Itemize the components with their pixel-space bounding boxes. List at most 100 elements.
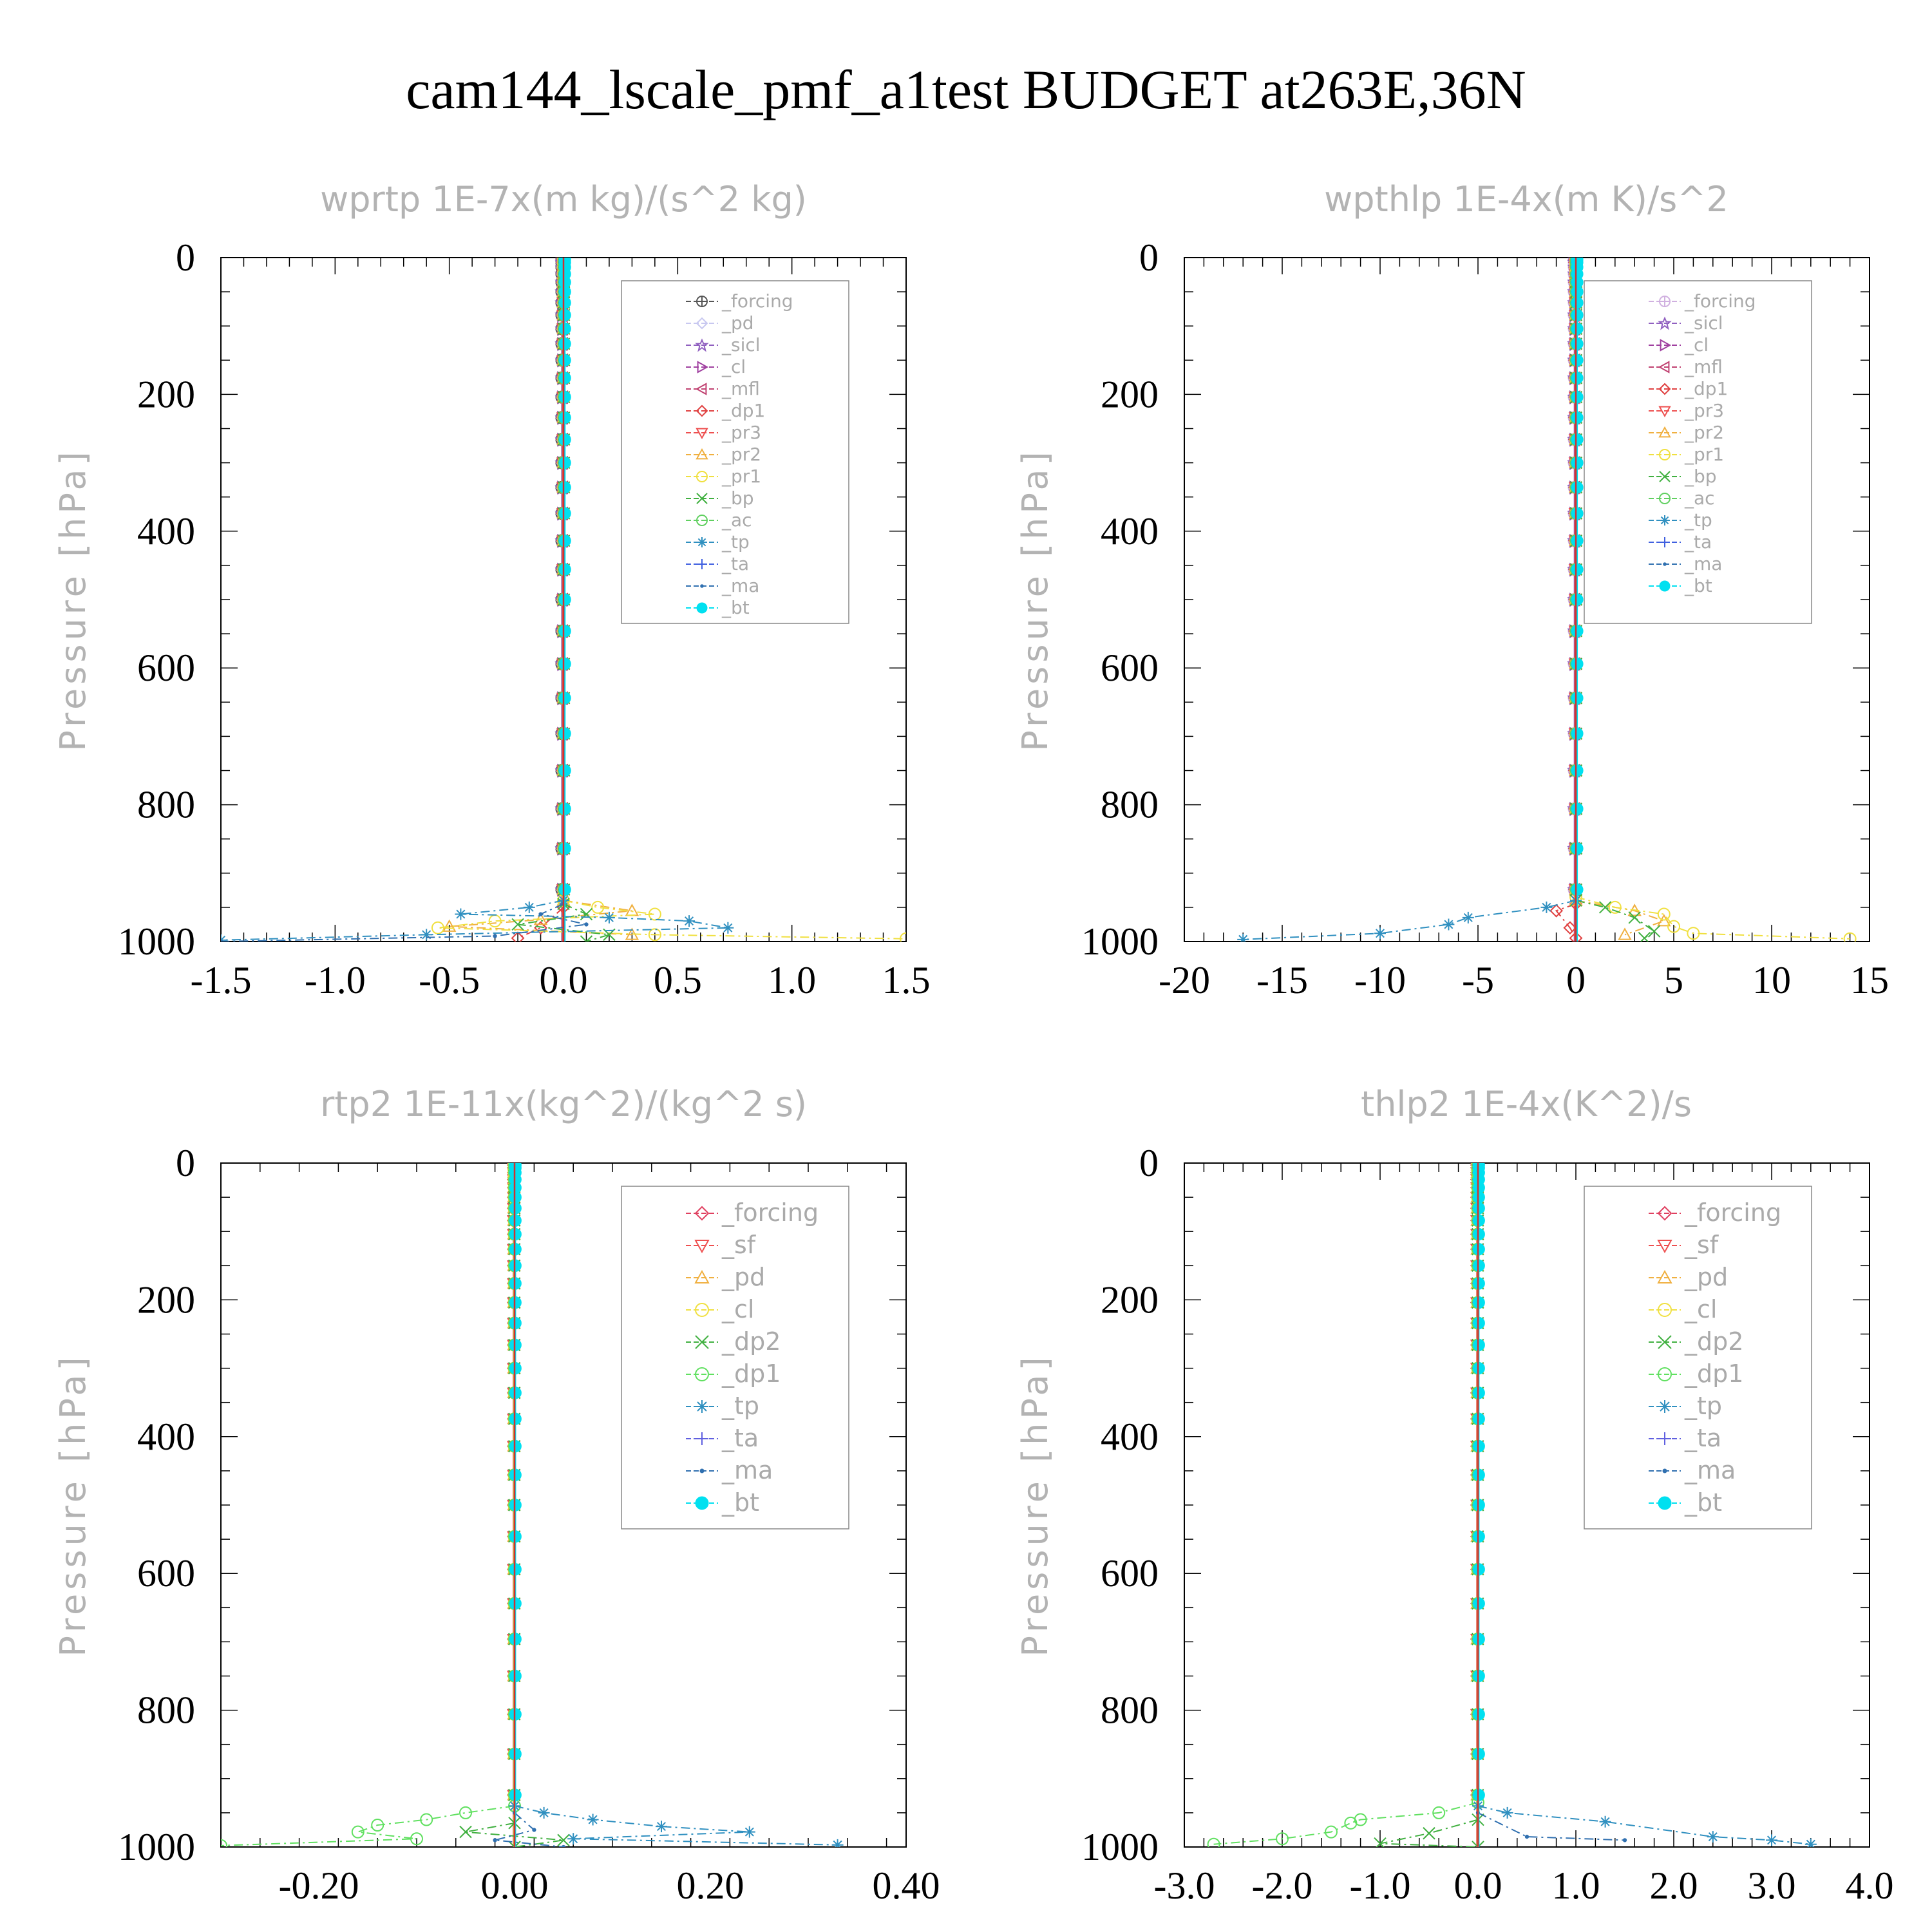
axis-ticks (1184, 1162, 1870, 1848)
legend-item-tp: _tp (686, 1392, 759, 1420)
y-tick-label: 0 (176, 1142, 195, 1184)
legend-item-dp1: _dp1 (1649, 378, 1728, 399)
y-tick-label: 1000 (1081, 920, 1159, 963)
legend-item-pr2: _pr2 (1649, 422, 1724, 443)
x-tick-label: 4.0 (1846, 1864, 1894, 1907)
legend-label: _ma (721, 1456, 773, 1484)
legend-item-dp1: _dp1 (1649, 1359, 1743, 1388)
legend-label: _cl (1684, 1295, 1717, 1323)
legend-label: _forcing (721, 290, 793, 312)
legend-label: _sicl (1684, 312, 1723, 334)
legend-item-cl: _cl (1649, 334, 1709, 355)
legend-label: _ma (1684, 553, 1722, 574)
x-tick-label: 1.0 (768, 959, 816, 1001)
legend-item-dp2: _dp2 (1649, 1327, 1743, 1356)
legend-item-pr2: _pr2 (686, 444, 761, 465)
legend-label: _ta (1684, 1424, 1721, 1452)
legend-label: _forcing (1684, 290, 1756, 312)
legend: _forcing_sicl_cl_mfl_dp1_pr3_pr2_pr1_bp_… (1584, 280, 1812, 624)
series-ma (221, 258, 589, 942)
x-tick-label: -1.5 (191, 959, 252, 1001)
y-tick-label: 0 (1139, 236, 1159, 279)
legend-label: _tp (721, 531, 750, 553)
legend-label: _ac (721, 509, 752, 531)
legend-item-ma: _ma (1649, 1456, 1736, 1484)
x-tick-label: 0.00 (481, 1864, 549, 1907)
y-axis-label: Pressure [hPa] (1015, 1353, 1056, 1656)
x-tick-label: 15 (1850, 959, 1889, 1001)
legend-item-sf: _sf (686, 1231, 757, 1259)
y-tick-label: 800 (137, 1689, 195, 1732)
y-tick-label: 800 (137, 784, 195, 826)
legend-item-sf: _sf (1649, 1231, 1719, 1259)
legend-item-bp: _bp (686, 488, 754, 509)
panel-4: thlp2 1E-4x(K^2)/s Pressure [hPa] -3.0 -2.0… (1015, 1084, 1894, 1907)
legend-item-ma: _ma (686, 1456, 773, 1484)
legend-label: _cl (1684, 334, 1709, 355)
x-tick-label: -2.0 (1252, 1864, 1313, 1907)
legend-label: _sicl (721, 334, 761, 355)
legend-item-dp1: _dp1 (686, 400, 765, 421)
legend-item-sicl: _sicl (1649, 312, 1723, 334)
legend-item-pr3: _pr3 (686, 422, 761, 443)
legend-label: _pr3 (721, 422, 761, 443)
x-tick-label: 0.0 (1454, 1864, 1502, 1907)
legend-label: _bt (721, 597, 750, 618)
x-tick-label: 0.20 (677, 1864, 744, 1907)
legend: _forcing_pd_sicl_cl_mfl_dp1_pr3_pr2_pr1_… (621, 280, 849, 624)
y-tick-label: 600 (137, 1552, 195, 1595)
legend-item-forcing: _forcing (1649, 290, 1756, 312)
legend-label: _pr1 (1684, 444, 1724, 465)
series-bt (558, 258, 571, 942)
y-tick-label: 400 (137, 1416, 195, 1458)
series-dp1 (221, 1163, 521, 1847)
x-tick-label: -5 (1462, 959, 1494, 1001)
y-tick-label: 1000 (118, 1826, 195, 1868)
y-tick-label: 0 (1139, 1142, 1159, 1184)
legend-label: _dp1 (1684, 378, 1728, 399)
legend-label: _pd (1684, 1263, 1728, 1291)
series-dp2 (1374, 1163, 1484, 1847)
legend-item-tp: _tp (1649, 509, 1712, 531)
legend-label: _dp2 (721, 1327, 781, 1356)
panel-title: rtp2 1E-11x(kg^2)/(kg^2 s) (320, 1084, 807, 1124)
y-tick-label: 200 (1101, 1278, 1159, 1321)
legend-label: _pr3 (1684, 400, 1724, 421)
legend-item-ta: _ta (1649, 1424, 1721, 1452)
series-pr2 (442, 258, 639, 942)
legend-label: _bt (1684, 1488, 1722, 1517)
x-tick-label: 3.0 (1748, 1864, 1796, 1907)
legend-label: _ta (721, 1424, 759, 1452)
legend-item-pr3: _pr3 (1649, 400, 1724, 421)
y-tick-label: 600 (137, 647, 195, 689)
legend-label: _tp (1684, 1392, 1722, 1420)
legend-label: _pr1 (721, 466, 761, 487)
legend-label: _tp (1684, 509, 1712, 531)
y-axis-label: Pressure [hPa] (53, 1353, 93, 1656)
y-tick-label: 800 (1101, 1689, 1159, 1732)
x-tick-label: -0.20 (279, 1864, 359, 1907)
y-tick-label: 200 (137, 373, 195, 415)
legend-item-bt: _bt (686, 597, 750, 618)
legend-label: _ma (1684, 1456, 1736, 1484)
series-tp (1237, 258, 1583, 942)
legend-item-ta: _ta (686, 553, 749, 574)
legend-label: _cl (721, 1295, 754, 1323)
legend: _forcing _sf _pd _cl _dp2 _dp1 _tp _ta _ma _bt (1584, 1186, 1812, 1530)
legend-item-bt: _bt (686, 1488, 759, 1517)
legend-item-mfl: _mfl (686, 378, 760, 399)
x-tick-label: 10 (1752, 959, 1791, 1001)
legend-item-pd: _pd (686, 1263, 765, 1291)
legend-item-dp2: _dp2 (686, 1327, 781, 1356)
y-axis-label: Pressure [hPa] (1015, 448, 1056, 751)
legend-label: _sf (721, 1231, 757, 1259)
legend-label: _pd (721, 312, 754, 334)
legend-label: _mfl (1684, 356, 1723, 377)
legend-label: _bt (721, 1488, 759, 1517)
legend-item-tp: _tp (686, 531, 750, 553)
legend-label: _ta (721, 553, 749, 574)
legend: _forcing _sf _pd _cl _dp2 _dp1 _tp _ta _ma _bt (621, 1186, 849, 1530)
y-tick-label: 400 (1101, 1416, 1159, 1458)
series-bt (1472, 1163, 1485, 1847)
